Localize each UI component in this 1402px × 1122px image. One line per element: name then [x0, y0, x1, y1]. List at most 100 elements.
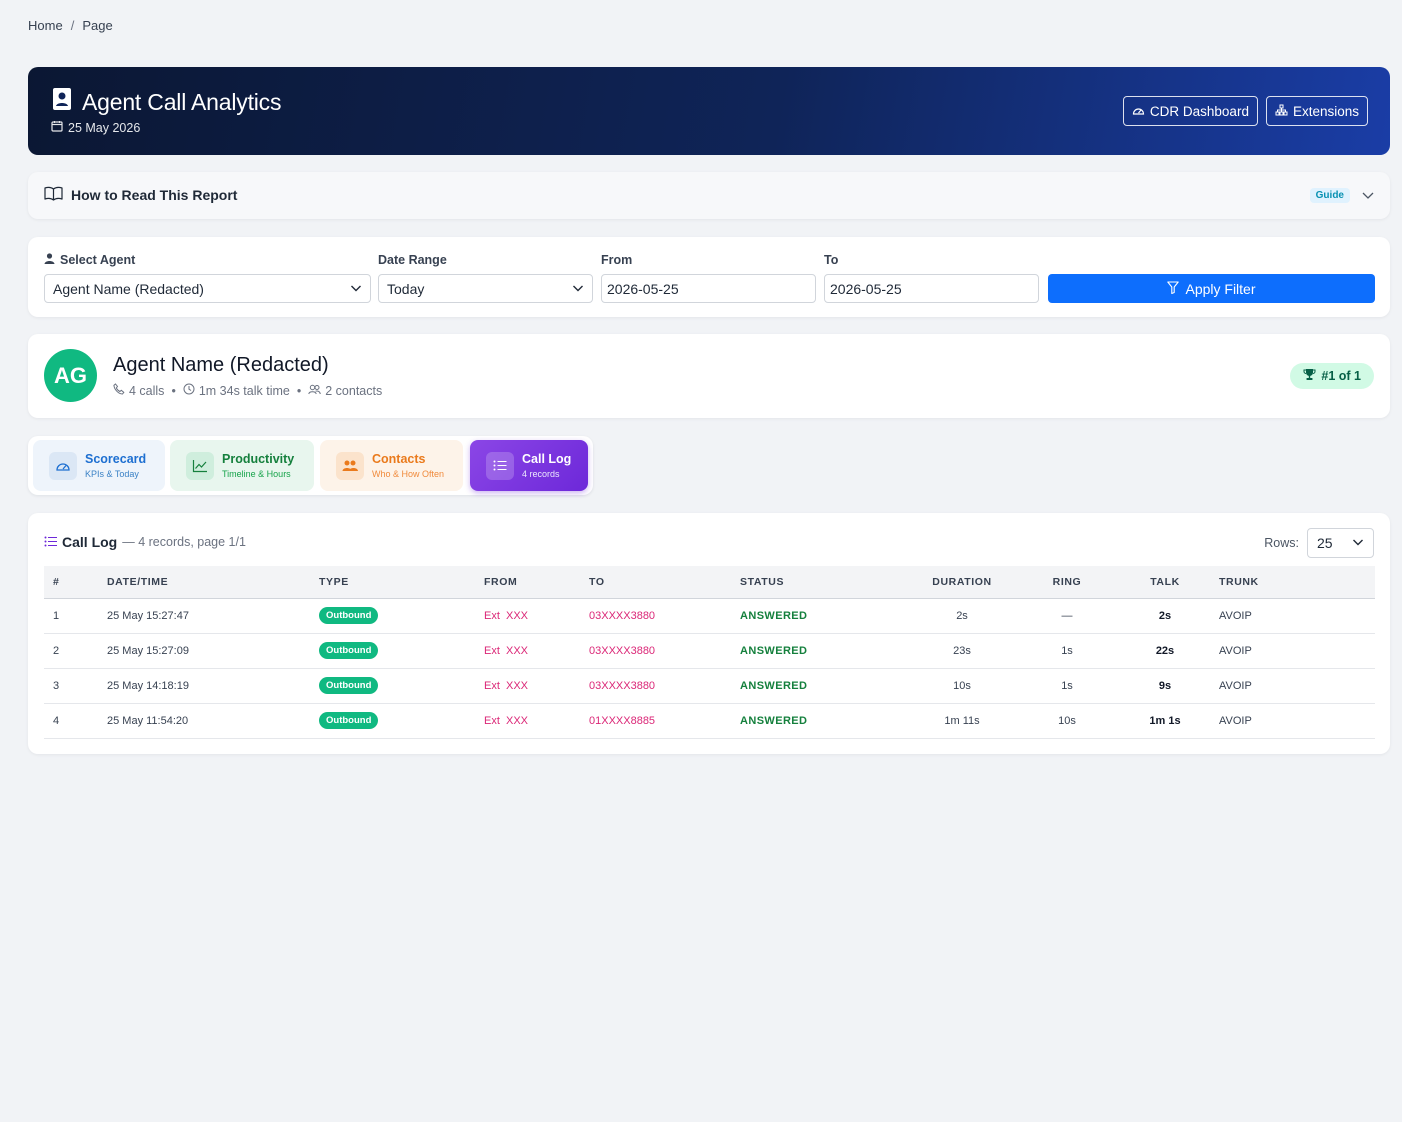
cell-datetime: 25 May 15:27:47 [107, 598, 319, 634]
table-row[interactable]: 4 25 May 11:54:20 Outbound Ext XXX 01XXX… [44, 703, 1375, 739]
type-badge: Outbound [319, 607, 379, 624]
chevron-down-icon[interactable] [1362, 188, 1374, 206]
agent-name: Agent Name (Redacted) [113, 354, 329, 376]
tab-scorecard[interactable]: Scorecard KPIs & Today [33, 440, 165, 491]
calls-count: 4 calls [129, 383, 165, 398]
column-header-from[interactable]: FROM [484, 566, 589, 599]
cell-trunk: AVOIP [1209, 668, 1375, 704]
calendar-icon [51, 120, 63, 135]
list-icon [486, 451, 514, 480]
column-header-trunk[interactable]: TRUNK [1209, 566, 1375, 599]
call-log-summary: — 4 records, page 1/1 [122, 535, 246, 549]
cell-status: ANSWERED [724, 598, 911, 634]
cell-ring: 1s [1013, 668, 1121, 704]
apply-filter-button[interactable]: Apply Filter [1048, 274, 1375, 303]
agent-select[interactable]: Agent Name (Redacted) [44, 274, 371, 303]
column-header-ring[interactable]: RING [1013, 566, 1121, 599]
cell-ring: 10s [1013, 703, 1121, 739]
cell-to[interactable]: 03XXXX3880 [589, 598, 724, 634]
tab-contacts-subtitle: Who & How Often [372, 469, 445, 479]
breadcrumb-home[interactable]: Home [28, 18, 63, 33]
cdr-dashboard-label: CDR Dashboard [1149, 103, 1249, 119]
type-badge: Outbound [319, 677, 379, 694]
tab-call-log[interactable]: Call Log 4 records [470, 440, 588, 491]
sitemap-icon [1275, 104, 1288, 119]
tab-productivity-title: Productivity [222, 452, 295, 466]
tab-contacts[interactable]: Contacts Who & How Often [320, 440, 463, 491]
filter-panel: Select Agent Agent Name (Redacted) Date … [28, 237, 1390, 317]
tab-scorecard-subtitle: KPIs & Today [85, 469, 139, 479]
cell-status: ANSWERED [724, 668, 911, 704]
call-log-title: Call Log [62, 534, 118, 550]
cell-number: 2 [44, 633, 107, 669]
chart-line-icon [186, 451, 214, 480]
cell-to[interactable]: 01XXXX8885 [589, 703, 724, 739]
table-header-row: # DATE/TIME TYPE FROM TO STATUS DURATION… [44, 566, 1375, 599]
to-date-input[interactable]: 2026-05-25 [824, 274, 1039, 303]
cell-talk: 22s [1121, 633, 1209, 669]
cell-duration: 10s [911, 668, 1013, 704]
extensions-label: Extensions [1292, 103, 1359, 119]
tab-bar: Scorecard KPIs & Today Productivity Time… [28, 436, 593, 495]
cell-ring: — [1013, 598, 1121, 634]
agent-stats: 4 calls • 1m 34s talk time • 2 contacts [113, 383, 382, 398]
cell-talk: 1m 1s [1121, 703, 1209, 739]
rows-per-page-value: 25 [1317, 535, 1333, 551]
cell-status: ANSWERED [724, 633, 911, 669]
cell-to[interactable]: 03XXXX3880 [589, 633, 724, 669]
contacts-count: 2 contacts [325, 383, 383, 398]
page-date-text: 25 May 2026 [68, 120, 141, 135]
cell-number: 3 [44, 668, 107, 704]
cell-from[interactable]: Ext XXX [484, 598, 589, 634]
tab-productivity[interactable]: Productivity Timeline & Hours [170, 440, 314, 491]
cell-to[interactable]: 03XXXX3880 [589, 668, 724, 704]
talk-time: 1m 34s talk time [198, 383, 290, 398]
column-header-datetime[interactable]: DATE/TIME [107, 566, 319, 599]
call-log-table: # DATE/TIME TYPE FROM TO STATUS DURATION… [44, 566, 1375, 739]
cell-ring: 1s [1013, 633, 1121, 669]
column-header-to[interactable]: TO [589, 566, 724, 599]
rank-text: #1 of 1 [1321, 369, 1361, 383]
column-header-number[interactable]: # [44, 566, 107, 599]
cell-from[interactable]: Ext XXX [484, 633, 589, 669]
agent-select-label: Select Agent [44, 253, 135, 267]
gauge-icon [1132, 104, 1145, 119]
date-range-select[interactable]: Today [378, 274, 593, 303]
cell-trunk: AVOIP [1209, 598, 1375, 634]
from-label: From [601, 253, 633, 267]
extensions-button[interactable]: Extensions [1265, 96, 1368, 126]
from-date-input[interactable]: 2026-05-25 [601, 274, 816, 303]
cell-duration: 2s [911, 598, 1013, 634]
breadcrumb-separator: / [70, 18, 75, 33]
to-label: To [824, 253, 839, 267]
apply-filter-label: Apply Filter [1185, 280, 1256, 297]
column-header-type[interactable]: TYPE [319, 566, 484, 599]
table-row[interactable]: 2 25 May 15:27:09 Outbound Ext XXX 03XXX… [44, 633, 1375, 669]
people-icon [308, 384, 322, 398]
cell-datetime: 25 May 11:54:20 [107, 703, 319, 739]
table-row[interactable]: 3 25 May 14:18:19 Outbound Ext XXX 03XXX… [44, 668, 1375, 704]
column-header-status[interactable]: STATUS [724, 566, 911, 599]
breadcrumb-current: Page [82, 18, 113, 33]
rows-per-page-select[interactable]: 25 [1307, 528, 1374, 558]
page-title-text: Agent Call Analytics [82, 88, 282, 115]
cdr-dashboard-button[interactable]: CDR Dashboard [1122, 96, 1258, 126]
cell-datetime: 25 May 15:27:09 [107, 633, 319, 669]
column-header-talk[interactable]: TALK [1121, 566, 1209, 599]
cell-from[interactable]: Ext XXX [484, 668, 589, 704]
table-row[interactable]: 1 25 May 15:27:47 Outbound Ext XXX 03XXX… [44, 598, 1375, 634]
column-header-duration[interactable]: DURATION [911, 566, 1013, 599]
agent-select-label-text: Select Agent [60, 253, 136, 267]
cell-from[interactable]: Ext XXX [484, 703, 589, 739]
phone-icon [113, 383, 125, 398]
user-icon [44, 253, 55, 267]
report-guide-panel[interactable]: How to Read This Report Guide [28, 172, 1390, 219]
cell-status: ANSWERED [724, 703, 911, 739]
tab-productivity-subtitle: Timeline & Hours [222, 469, 291, 479]
book-icon [44, 186, 63, 204]
trophy-icon [1303, 368, 1316, 384]
avatar: AG [44, 349, 97, 402]
clock-icon [183, 383, 195, 398]
filter-icon [1167, 280, 1180, 297]
tab-scorecard-title: Scorecard [85, 452, 147, 466]
